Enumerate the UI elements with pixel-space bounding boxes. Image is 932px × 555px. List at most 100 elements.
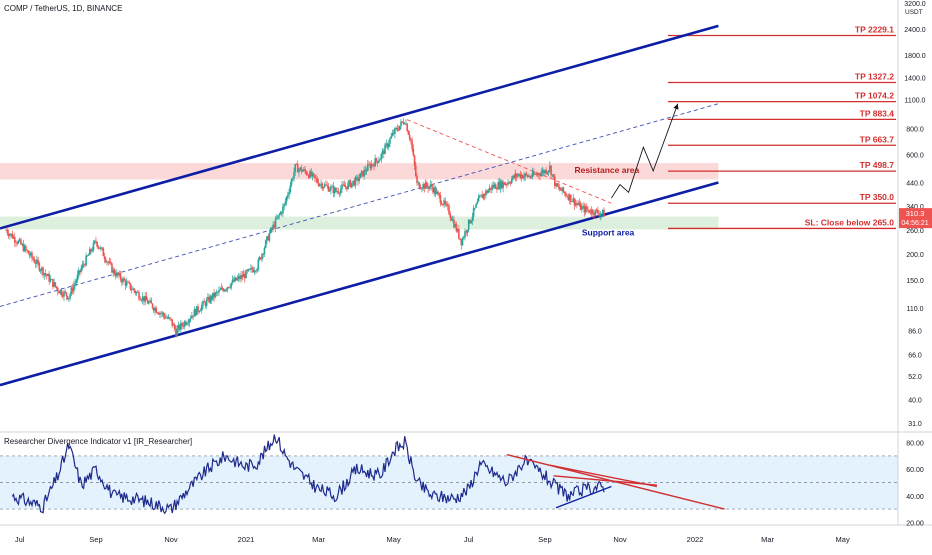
candle-body xyxy=(561,187,563,191)
time-tick-label: May xyxy=(387,535,401,544)
candle xyxy=(256,267,258,274)
candle xyxy=(298,167,300,177)
candle-body xyxy=(550,165,552,176)
candle xyxy=(57,286,59,296)
candle xyxy=(267,234,269,242)
candle-body xyxy=(127,281,129,283)
candle xyxy=(332,182,335,198)
candle-body xyxy=(460,239,463,246)
candle-body xyxy=(301,170,304,172)
candle xyxy=(319,183,321,188)
candle xyxy=(442,204,444,207)
candle-body xyxy=(73,285,75,292)
candle-body xyxy=(38,262,41,271)
candle xyxy=(248,268,251,270)
candle xyxy=(90,248,92,255)
candle xyxy=(162,311,165,320)
candle xyxy=(300,164,303,175)
candle xyxy=(348,179,351,187)
candle-body xyxy=(267,236,269,241)
candle-body xyxy=(504,183,507,185)
candle xyxy=(91,247,94,253)
candle-body xyxy=(379,159,381,161)
candle xyxy=(71,283,74,295)
candle xyxy=(213,289,215,302)
candle-body xyxy=(232,279,235,282)
candle-body xyxy=(74,282,76,286)
candle-body xyxy=(214,292,217,298)
candle-body xyxy=(584,206,587,213)
candle-body xyxy=(320,183,322,185)
candle xyxy=(306,171,309,176)
candle-body xyxy=(458,228,460,239)
candle-body xyxy=(212,292,214,300)
candle xyxy=(109,258,112,266)
candle-body xyxy=(288,192,290,195)
candle xyxy=(513,173,515,180)
candle xyxy=(560,187,562,191)
candle xyxy=(17,239,20,245)
candle xyxy=(389,137,391,148)
candle-body xyxy=(594,209,597,216)
candle-body xyxy=(52,279,54,287)
candle xyxy=(43,272,46,280)
candle xyxy=(181,321,183,330)
candle xyxy=(284,197,287,207)
candle-body xyxy=(65,292,68,297)
candle-body xyxy=(162,312,165,316)
candle xyxy=(285,195,288,206)
candle xyxy=(492,180,495,190)
candle xyxy=(541,166,544,177)
candle xyxy=(198,310,201,314)
candle xyxy=(371,163,374,167)
candle xyxy=(282,203,284,217)
candle-body xyxy=(242,273,245,278)
candle-body xyxy=(157,313,160,315)
candle-body xyxy=(43,273,46,276)
candle xyxy=(187,318,190,327)
candle xyxy=(32,255,35,261)
candle-body xyxy=(17,240,20,244)
candle-body xyxy=(22,243,25,252)
candle-body xyxy=(89,248,91,255)
candle-body xyxy=(483,194,486,196)
candle xyxy=(59,289,62,296)
candle xyxy=(523,172,525,182)
candle-body xyxy=(199,310,202,312)
candle-body xyxy=(497,182,500,190)
candle-body xyxy=(136,292,139,293)
candle xyxy=(68,297,70,302)
candle-body xyxy=(454,224,456,228)
candle-body xyxy=(197,306,199,312)
candle xyxy=(250,264,252,273)
candle xyxy=(97,244,100,250)
candle xyxy=(164,312,166,321)
candle xyxy=(102,246,105,257)
candle xyxy=(476,198,479,205)
candle xyxy=(197,303,199,315)
candle xyxy=(277,215,279,220)
candle-body xyxy=(317,182,320,186)
candle xyxy=(128,280,130,285)
candle-body xyxy=(470,220,472,224)
candle xyxy=(157,311,160,315)
candle-body xyxy=(193,309,196,317)
candle-body xyxy=(461,238,464,246)
candle-body xyxy=(109,261,112,264)
candle-body xyxy=(325,184,327,186)
candle xyxy=(146,297,149,304)
candle xyxy=(149,297,151,303)
candle xyxy=(458,225,460,241)
candle xyxy=(10,233,12,237)
candle xyxy=(461,236,464,247)
price-tick-label: 66.0 xyxy=(908,352,922,359)
candle-body xyxy=(111,263,113,273)
candle xyxy=(166,315,169,320)
candle xyxy=(39,268,42,274)
candle-body xyxy=(112,269,114,273)
candle-body xyxy=(365,170,368,172)
candle-body xyxy=(71,287,74,292)
candle-body xyxy=(508,182,511,184)
candle-body xyxy=(166,317,169,319)
